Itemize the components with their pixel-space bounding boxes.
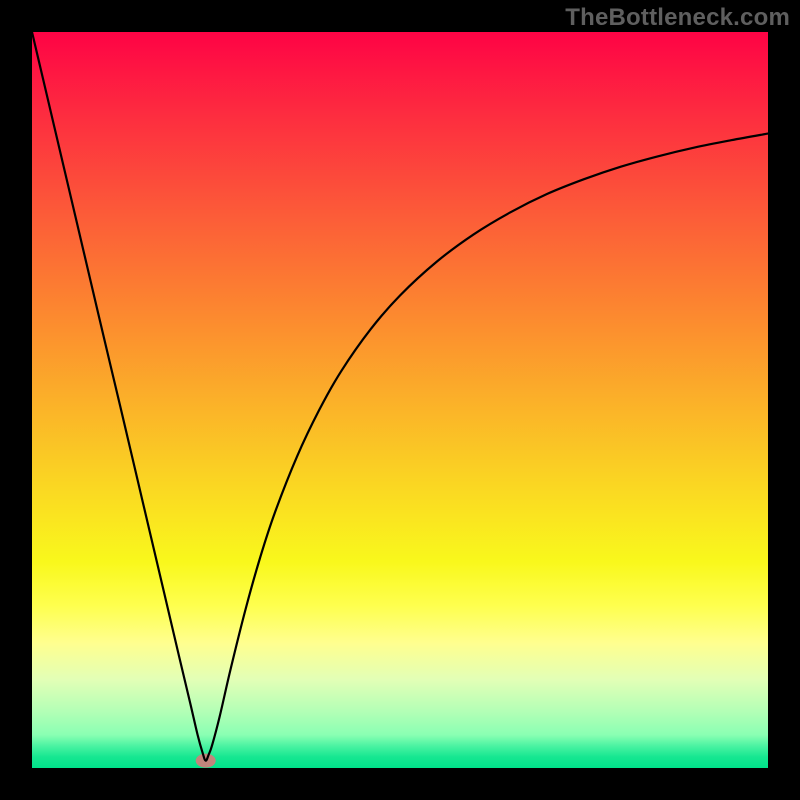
plot-background [32,32,768,768]
bottleneck-chart [0,0,800,800]
watermark-label: TheBottleneck.com [565,4,790,32]
chart-container: TheBottleneck.com [0,0,800,800]
